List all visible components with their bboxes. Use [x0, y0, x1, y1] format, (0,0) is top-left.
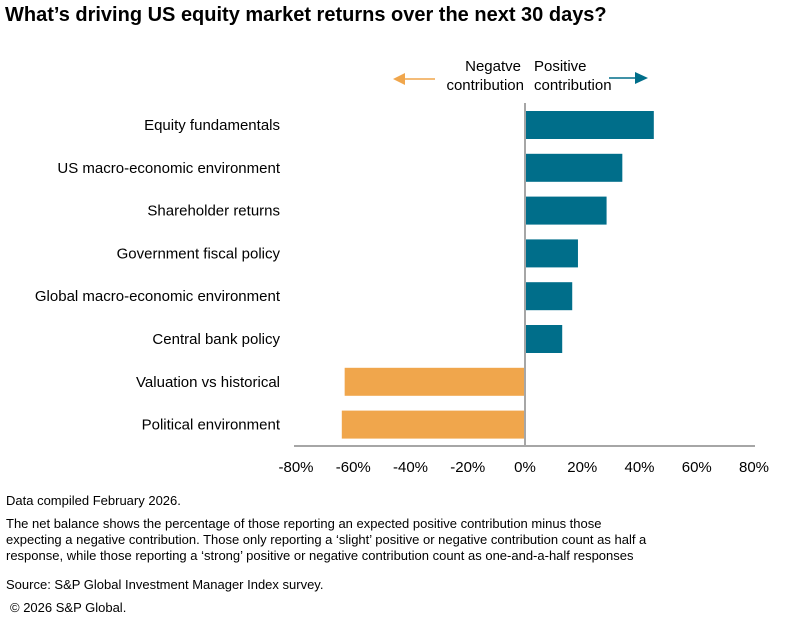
bar [525, 325, 563, 353]
description-line-1: The net balance shows the percentage of … [6, 516, 602, 531]
x-tick-label: 40% [624, 459, 654, 476]
negative-arrow-icon [393, 73, 405, 85]
bar [525, 196, 607, 225]
chart-title: What’s driving US equity market returns … [5, 4, 607, 26]
compiled-note: Data compiled February 2026. [6, 493, 181, 508]
category-label: Valuation vs historical [136, 374, 280, 391]
bar-chart: Equity fundamentals US macro-economic env… [35, 58, 769, 476]
bar [525, 282, 573, 311]
bar [344, 367, 525, 396]
bar [525, 111, 654, 139]
category-label: Shareholder returns [147, 203, 280, 220]
x-tick-label: -20% [450, 459, 485, 476]
x-tick-label: 20% [567, 459, 597, 476]
positive-label-line-2: contribution [534, 77, 612, 94]
bar [525, 153, 623, 182]
negative-label-line-2: contribution [446, 77, 524, 94]
negative-label-line-1: Negatve [465, 58, 521, 75]
x-tick-label: -60% [336, 459, 371, 476]
bar [341, 410, 525, 439]
category-label: Political environment [142, 417, 281, 434]
description-line-3: response, while those reporting a ‘stron… [6, 548, 634, 563]
x-tick-label: -80% [278, 459, 313, 476]
copyright-note: © 2026 S&P Global. [10, 600, 127, 615]
category-label: Equity fundamentals [144, 117, 280, 134]
description-line-2: expecting a negative contribution. Those… [6, 532, 647, 547]
bar [525, 239, 578, 268]
x-tick-label: 80% [739, 459, 769, 476]
category-label: Central bank policy [152, 331, 280, 348]
source-note: Source: S&P Global Investment Manager In… [6, 577, 324, 592]
positive-label-line-1: Positive [534, 58, 587, 75]
x-tick-label: 0% [514, 459, 536, 476]
x-tick-label: 60% [682, 459, 712, 476]
x-tick-label: -40% [393, 459, 428, 476]
category-label: Global macro-economic environment [35, 288, 281, 305]
category-label: US macro-economic environment [57, 160, 280, 177]
category-label: Government fiscal policy [117, 245, 281, 262]
positive-arrow-icon [635, 72, 648, 84]
